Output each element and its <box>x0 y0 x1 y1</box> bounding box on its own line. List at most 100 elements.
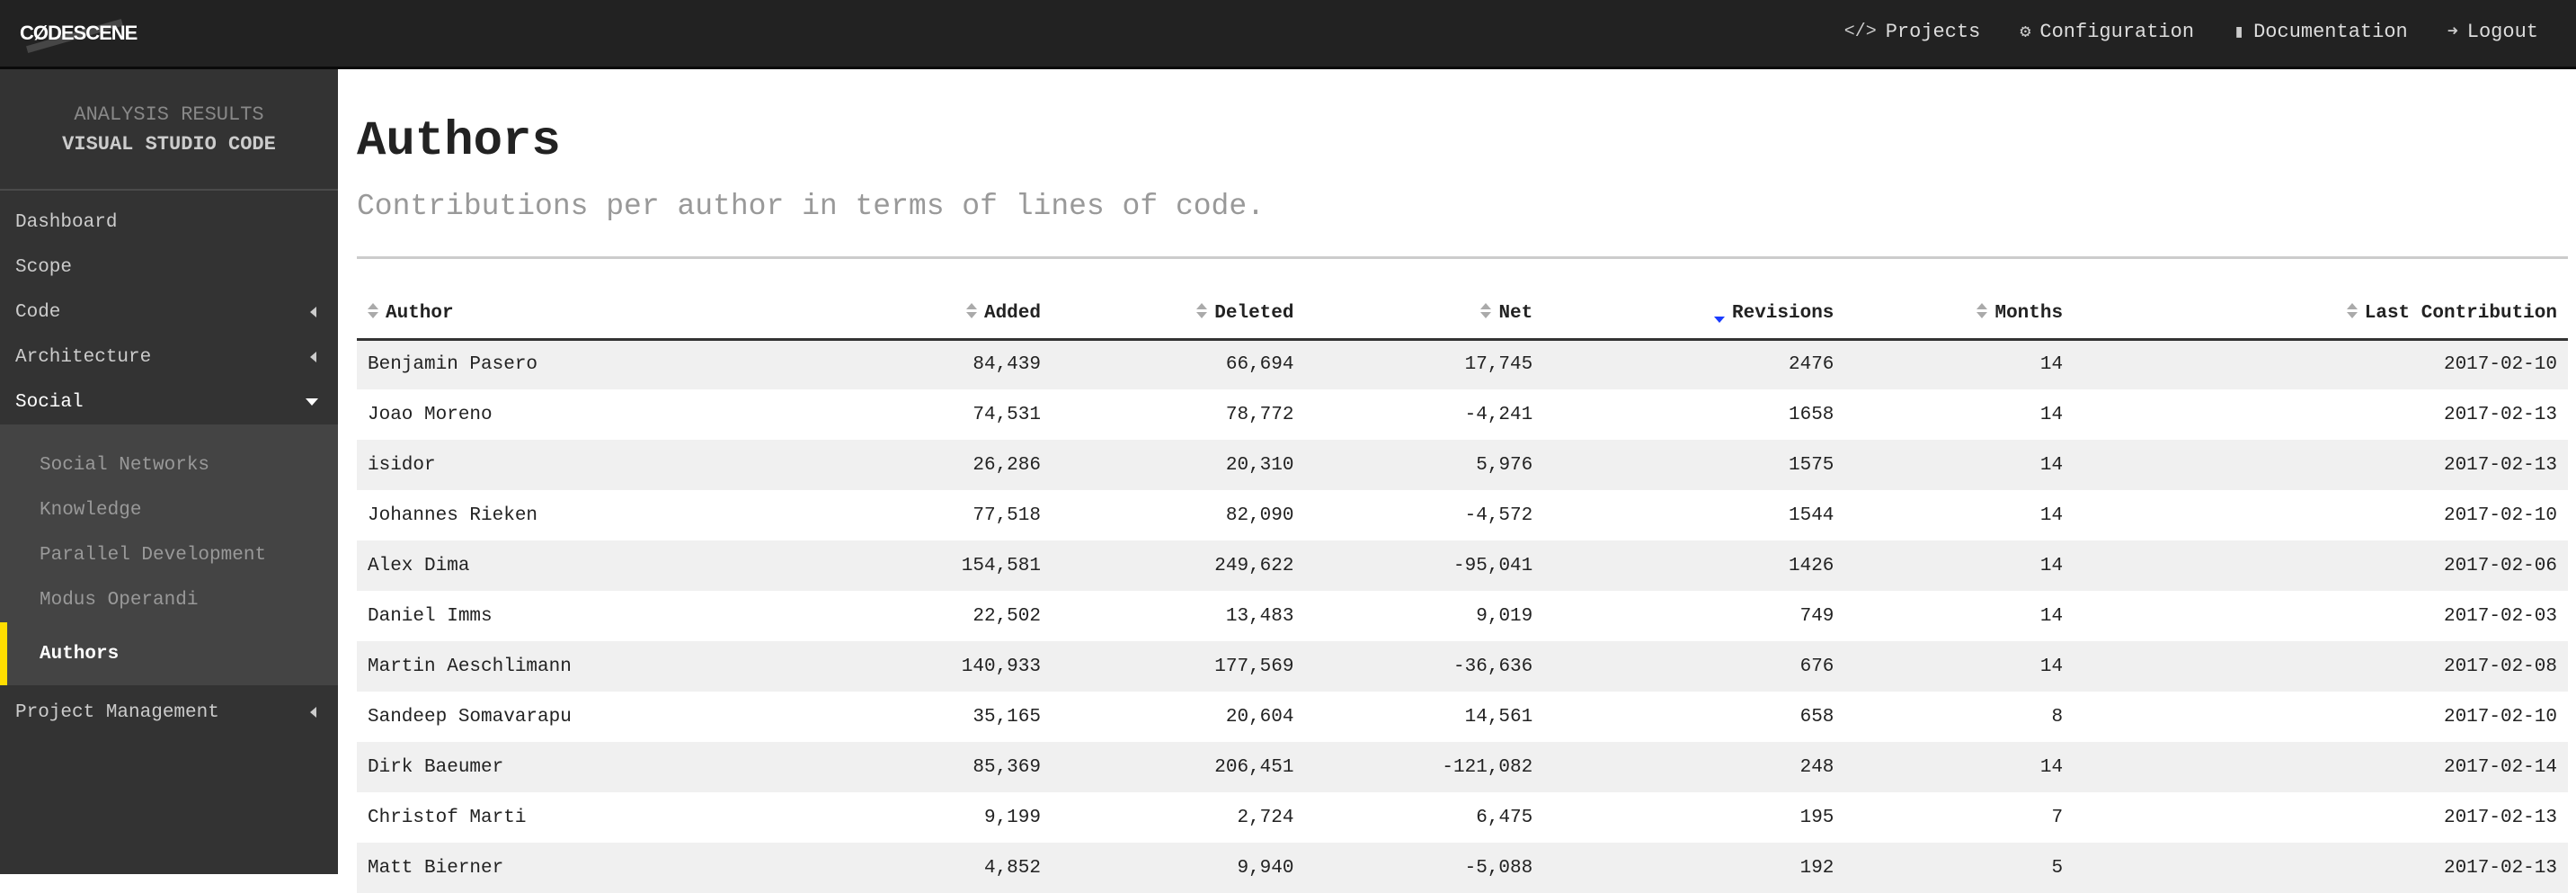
cell-net: -121,082 <box>1304 742 1544 792</box>
cell-deleted: 177,569 <box>1051 641 1305 692</box>
page-subtitle: Contributions per author in terms of lin… <box>357 190 1265 223</box>
cell-months: 5 <box>1844 843 2074 893</box>
cell-last-contribution: 2017-02-13 <box>2443 807 2557 828</box>
cell-months: 14 <box>1844 339 2074 389</box>
sidebar-item-label: Knowledge <box>40 499 142 521</box>
sidebar-item-label: Dashboard <box>15 211 118 233</box>
sidebar-item-label: Parallel Development <box>40 544 267 566</box>
cell-deleted: 9,940 <box>1051 843 1305 893</box>
cell-months: 14 <box>2039 404 2064 425</box>
sidebar: ANALYSIS RESULTS VISUAL STUDIO CODE Dash… <box>0 69 338 874</box>
sort-icon <box>368 302 378 319</box>
sidebar-item-modus-operandi[interactable]: Modus Operandi <box>0 577 338 622</box>
cell-revisions: 2476 <box>1543 339 1845 389</box>
cell-author: Dirk Baeumer <box>357 742 838 792</box>
cell-revisions: 676 <box>1543 641 1845 692</box>
table-row[interactable]: Christof Marti 9,199 2,724 6,475 195 7 2017-02… <box>357 792 2568 843</box>
code-icon: </> <box>1843 21 1877 42</box>
nav-logout[interactable]: ➜ Logout <box>2447 20 2538 44</box>
caret-left-icon <box>310 707 316 718</box>
column-header-deleted[interactable]: Deleted <box>1051 289 1305 341</box>
social-submenu: Social Networks Knowledge Parallel Devel… <box>0 424 338 685</box>
cell-added: 35,165 <box>973 706 1041 728</box>
table-row[interactable]: isidor 26,286 20,310 5,976 1575 14 2017-02-13 <box>357 440 2568 490</box>
cell-author: Christof Marti <box>368 807 527 828</box>
cell-deleted: 249,622 <box>1051 540 1305 591</box>
table-row[interactable]: Alex Dima 154,581 249,622 -95,041 1426 14 2017… <box>357 540 2568 591</box>
sidebar-item-label: Social Networks <box>40 454 210 476</box>
cell-author: Daniel Imms <box>368 605 493 627</box>
cell-last-contribution: 2017-02-10 <box>2074 339 2568 389</box>
cell-deleted: 20,310 <box>1051 440 1305 490</box>
nav-projects[interactable]: </> Projects <box>1844 20 1981 43</box>
cell-months: 14 <box>1844 742 2074 792</box>
book-icon: ▮ <box>2234 22 2245 43</box>
codescene-logo[interactable]: CØDESCENE <box>20 18 138 54</box>
sidebar-item-dashboard[interactable]: Dashboard <box>0 200 338 245</box>
cell-net: -95,041 <box>1304 540 1544 591</box>
nav-configuration[interactable]: ⚙ Configuration <box>2020 20 2195 44</box>
table-row[interactable]: Martin Aeschlimann 140,933 177,569 -36,636 6… <box>357 641 2568 692</box>
cell-added: 154,581 <box>837 540 1052 591</box>
sidebar-item-social[interactable]: Social <box>0 380 338 424</box>
table-row[interactable]: Johannes Rieken 77,518 82,090 -4,572 1544 14 2… <box>357 490 2568 540</box>
cell-added: 74,531 <box>973 404 1041 425</box>
cell-months: 7 <box>2051 807 2064 828</box>
nav-documentation[interactable]: ▮ Documentation <box>2234 20 2408 44</box>
sidebar-item-authors[interactable]: Authors <box>0 622 338 685</box>
sort-icon <box>1480 302 1492 319</box>
cell-net: 6,475 <box>1476 807 1533 828</box>
cell-author: Johannes Rieken <box>368 505 538 526</box>
sidebar-item-label: Authors <box>40 643 120 665</box>
cell-net: -4,241 <box>1464 404 1533 425</box>
divider <box>357 256 2568 259</box>
sidebar-item-parallel-development[interactable]: Parallel Development <box>0 532 338 577</box>
sidebar-item-label: Project Management <box>15 701 219 723</box>
cell-added: 26,286 <box>837 440 1052 490</box>
cell-deleted: 13,483 <box>1225 605 1294 627</box>
sort-icon <box>965 302 977 319</box>
cell-added: 84,439 <box>837 339 1052 389</box>
sidebar-item-label: Social <box>15 391 84 413</box>
caret-left-icon <box>310 307 316 317</box>
sidebar-item-scope[interactable]: Scope <box>0 245 338 290</box>
cell-net: -36,636 <box>1304 641 1544 692</box>
sidebar-item-project-management[interactable]: Project Management <box>0 685 338 739</box>
cell-deleted: 2,724 <box>1237 807 1294 828</box>
sidebar-item-social-networks[interactable]: Social Networks <box>0 442 338 487</box>
table-row[interactable]: Dirk Baeumer 85,369 206,451 -121,082 248 14 20… <box>357 742 2568 792</box>
table-row[interactable]: Sandeep Somavarapu 35,165 20,604 14,561 658 8… <box>357 692 2568 742</box>
cell-author: Alex Dima <box>357 540 838 591</box>
nav-label: Configuration <box>2039 20 2195 43</box>
column-header-last-contribution[interactable]: Last Contribution <box>2074 289 2568 341</box>
column-header-added[interactable]: Added <box>837 289 1052 341</box>
sort-descending-icon <box>1713 316 1725 323</box>
sidebar-item-knowledge[interactable]: Knowledge <box>0 487 338 532</box>
cell-deleted: 20,604 <box>1225 706 1294 728</box>
column-label: Deleted <box>1214 302 1294 324</box>
nav-label: Documentation <box>2253 20 2408 43</box>
column-header-months[interactable]: Months <box>1844 289 2074 341</box>
sidebar-item-code[interactable]: Code <box>0 290 338 335</box>
table-row[interactable]: Benjamin Pasero 84,439 66,694 17,745 2476 14 2… <box>357 339 2568 389</box>
column-header-revisions[interactable]: Revisions <box>1543 289 1845 341</box>
column-header-net[interactable]: Net <box>1304 289 1544 341</box>
cell-last-contribution: 2017-02-13 <box>2074 440 2568 490</box>
sidebar-item-architecture[interactable]: Architecture <box>0 335 338 380</box>
column-header-author[interactable]: Author <box>357 289 838 341</box>
cell-added: 4,852 <box>837 843 1052 893</box>
cell-months: 8 <box>2051 706 2064 728</box>
column-label: Revisions <box>1731 302 1834 324</box>
cell-deleted: 206,451 <box>1051 742 1305 792</box>
column-label: Last Contribution <box>2364 302 2557 324</box>
table-row[interactable]: Matt Bierner 4,852 9,940 -5,088 192 5 2017-02-… <box>357 843 2568 893</box>
cell-months: 14 <box>1844 641 2074 692</box>
table-row[interactable]: Joao Moreno 74,531 78,772 -4,241 1658 14 2017-… <box>357 389 2568 440</box>
sign-out-icon: ➜ <box>2447 22 2458 43</box>
cell-revisions: 1575 <box>1543 440 1845 490</box>
cell-added: 22,502 <box>973 605 1041 627</box>
caret-left-icon <box>310 352 316 362</box>
table-row[interactable]: Daniel Imms 22,502 13,483 9,019 749 14 2017-02… <box>357 591 2568 641</box>
cell-last-contribution: 2017-02-06 <box>2074 540 2568 591</box>
cell-months: 14 <box>1844 440 2074 490</box>
